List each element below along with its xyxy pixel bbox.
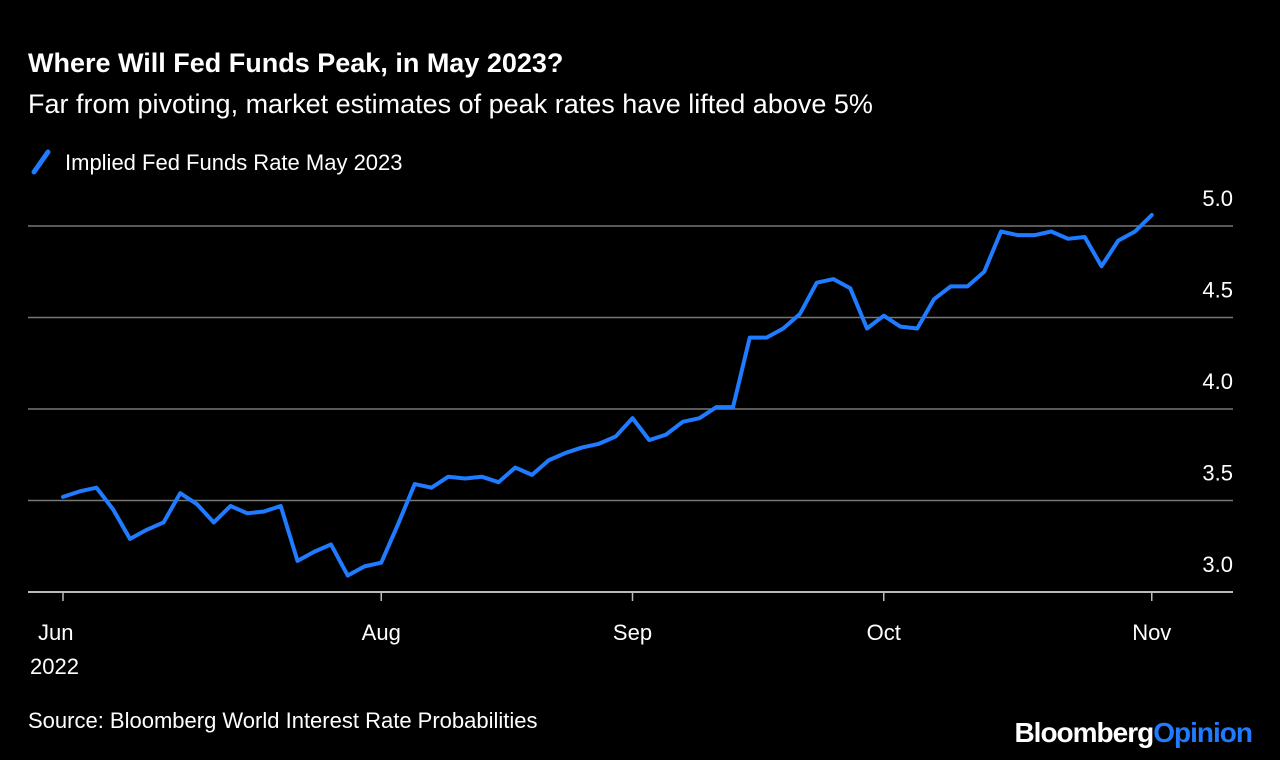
y-tick-label: 3.5	[1202, 461, 1233, 486]
x-year-label: 2022	[30, 654, 79, 679]
y-tick-label: 3.0	[1202, 552, 1233, 577]
x-tick-label: Aug	[362, 620, 401, 645]
logo: BloombergOpinion	[1014, 717, 1252, 748]
x-tick-label: Oct	[867, 620, 901, 645]
source: Source: Bloomberg World Interest Rate Pr…	[28, 708, 538, 733]
logo-brand: Bloomberg	[1014, 717, 1153, 748]
legend-label: Implied Fed Funds Rate May 2023	[65, 150, 403, 175]
legend-swatch	[31, 149, 51, 175]
x-tick-label: Nov	[1132, 620, 1171, 645]
chart-subtitle: Far from pivoting, market estimates of p…	[28, 89, 873, 119]
y-tick-label: 4.5	[1202, 278, 1233, 303]
y-tick-label: 4.0	[1202, 369, 1233, 394]
x-tick-label: Jun	[38, 620, 73, 645]
series-line	[61, 213, 1154, 578]
x-tick-label: Sep	[613, 620, 652, 645]
logo-section: Opinion	[1153, 717, 1252, 748]
chart-title: Where Will Fed Funds Peak, in May 2023?	[28, 48, 563, 78]
y-tick-label: 5.0	[1202, 186, 1233, 211]
